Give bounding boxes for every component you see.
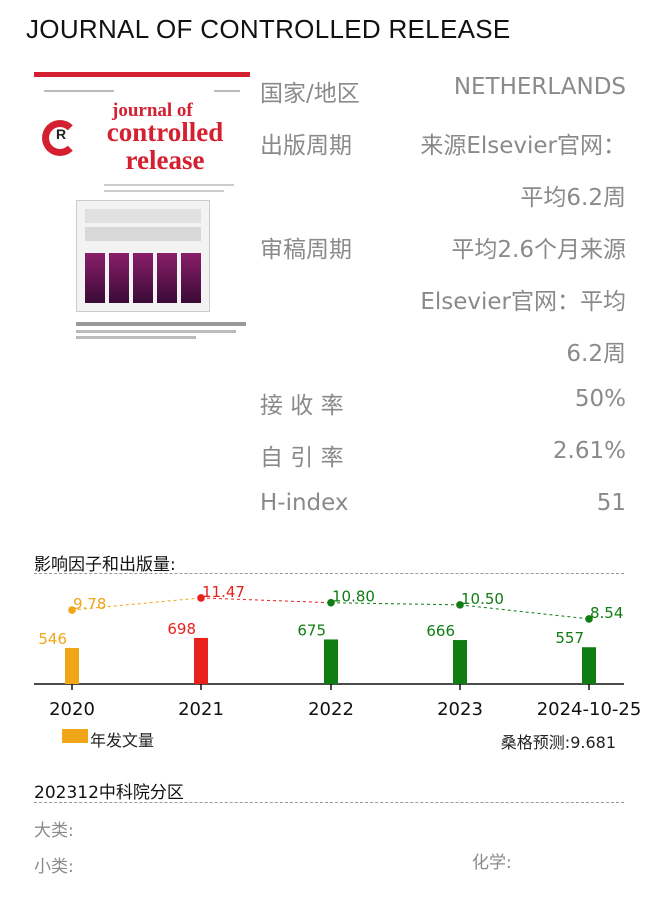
cas-minor-label: 小类: bbox=[34, 857, 74, 877]
bar bbox=[65, 647, 79, 684]
bar-value-label: 557 bbox=[555, 629, 584, 647]
journal-cover-image: R journal of controlled release bbox=[34, 72, 250, 356]
impact-section-title: 影响因子和出版量: bbox=[34, 555, 176, 575]
review-cycle-value-line: 6.2周 bbox=[566, 341, 626, 367]
cover-logo-letter: R bbox=[56, 126, 67, 142]
bar-value-label: 666 bbox=[426, 622, 455, 640]
cover-header-line bbox=[44, 90, 114, 92]
impact-chart: 546 2020 698 2021 675 2022 666 2023 557 2024-10-2… bbox=[34, 583, 642, 720]
impact-factor-line-segment bbox=[459, 604, 590, 620]
bar bbox=[194, 637, 208, 684]
journal-title: JOURNAL OF CONTROLLED RELEASE bbox=[26, 14, 511, 44]
country-value: NETHERLANDS bbox=[453, 74, 626, 100]
impact-factor-line-segment bbox=[200, 597, 332, 604]
prediction-text: 桑格预测:9.681 bbox=[500, 733, 616, 752]
impact-factor-label: 11.47 bbox=[202, 583, 245, 601]
self-citation-rate-value: 2.61% bbox=[552, 438, 626, 464]
impact-factor-label: 8.54 bbox=[590, 604, 623, 622]
legend-swatch bbox=[62, 729, 88, 743]
cover-red-bar bbox=[34, 72, 250, 77]
country-label: 国家/地区 bbox=[260, 81, 360, 107]
h-index-value: 51 bbox=[596, 490, 626, 516]
x-tick-label: 2024-10-25 bbox=[537, 699, 642, 720]
review-cycle-label: 审稿周期 bbox=[260, 237, 352, 263]
review-cycle-value-line: Elsevier官网：平均 bbox=[420, 289, 626, 315]
cover-subtitle-line bbox=[104, 190, 224, 192]
bar-value-label: 546 bbox=[38, 630, 67, 648]
cover-figure bbox=[76, 200, 210, 312]
x-tick-label: 2020 bbox=[49, 699, 95, 720]
impact-factor-point bbox=[197, 594, 205, 602]
cover-journal-name: controlled release bbox=[106, 117, 224, 175]
self-citation-rate-label: 自 引 率 bbox=[260, 445, 344, 471]
bar-value-label: 698 bbox=[167, 620, 196, 638]
impact-factor-point bbox=[585, 615, 593, 623]
cas-minor-value: 化学: bbox=[472, 853, 512, 873]
cover-caption-line bbox=[76, 336, 196, 339]
x-tick-label: 2022 bbox=[308, 699, 354, 720]
section-divider bbox=[34, 802, 624, 803]
bar bbox=[324, 639, 338, 684]
cover-subtitle-line bbox=[104, 184, 234, 186]
section-divider bbox=[34, 573, 624, 574]
impact-factor-label: 9.78 bbox=[73, 595, 106, 613]
acceptance-rate-value: 50% bbox=[574, 386, 626, 412]
impact-factor-label: 10.80 bbox=[332, 588, 375, 606]
h-index-label: H-index bbox=[260, 490, 349, 516]
cover-caption-line bbox=[76, 322, 246, 326]
x-tick-label: 2023 bbox=[437, 699, 483, 720]
cover-journal-of: journal of bbox=[112, 100, 193, 121]
bar-value-label: 675 bbox=[297, 621, 326, 639]
legend-label: 年发文量 bbox=[90, 731, 155, 750]
x-tick-label: 2021 bbox=[178, 699, 224, 720]
bar bbox=[582, 647, 596, 684]
impact-factor-point bbox=[68, 606, 76, 614]
cover-header-line bbox=[214, 90, 240, 92]
cas-section-title: 202312中科院分区 bbox=[34, 783, 184, 803]
impact-factor-label: 10.50 bbox=[461, 590, 504, 608]
review-cycle-value-line: 平均2.6个月来源 bbox=[451, 237, 626, 263]
impact-factor-point bbox=[456, 601, 464, 609]
bar bbox=[453, 640, 467, 684]
impact-factor-point bbox=[327, 598, 335, 607]
publication-cycle-value-line: 平均6.2周 bbox=[520, 185, 626, 211]
publication-cycle-label: 出版周期 bbox=[260, 133, 352, 159]
cas-major-label: 大类: bbox=[34, 821, 74, 841]
acceptance-rate-label: 接 收 率 bbox=[260, 393, 344, 419]
publication-cycle-value-line: 来源Elsevier官网： bbox=[420, 133, 626, 159]
cover-logo-icon bbox=[42, 120, 78, 156]
cover-caption-line bbox=[76, 330, 236, 333]
